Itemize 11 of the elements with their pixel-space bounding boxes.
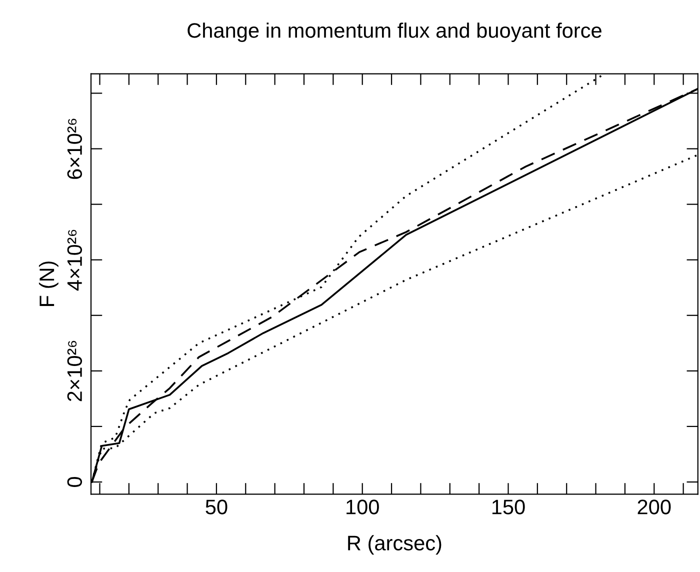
x-tick-label: 200 [638,500,671,514]
x-tick-label: 150 [492,500,525,514]
x-axis-title: R (arcsec) [348,535,442,555]
y-tick-label: 0 [67,477,82,487]
y-tick-label: 2×10²⁶ [67,340,82,402]
y-tick-label: 4×10²⁶ [67,230,82,291]
chart-title: Change in momentum flux and buoyant force [188,22,602,42]
x-tick-label: 50 [206,500,228,514]
x-tick-label: 100 [346,500,379,514]
y-axis-title: F (N) [38,262,58,306]
y-tick-label: 6×10²⁶ [67,118,82,179]
